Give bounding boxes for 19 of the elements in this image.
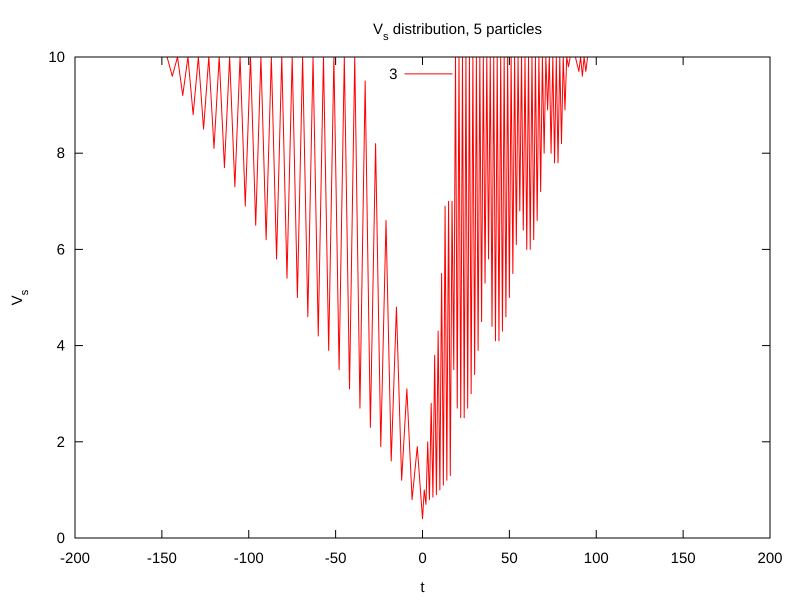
legend-label: 3 — [389, 66, 398, 83]
chart-title: V$_{s}$ distribution, 5 particles — [372, 21, 542, 43]
y-tick-label: 10 — [48, 49, 65, 66]
x-tick-label: -50 — [324, 550, 346, 567]
y-tick-label: 2 — [56, 434, 65, 451]
y-tick-label: 6 — [56, 241, 65, 258]
x-tick-label: 200 — [757, 550, 783, 567]
x-tick-label: 50 — [501, 550, 518, 567]
x-axis-title: t — [420, 579, 426, 596]
x-tick-label: -200 — [60, 550, 90, 567]
x-tick-label: -100 — [234, 550, 264, 567]
x-tick-label: -150 — [146, 550, 177, 567]
x-tick-label: 150 — [670, 550, 696, 567]
x-tick-label: 100 — [584, 550, 609, 567]
y-tick-label: 4 — [56, 338, 65, 355]
x-tick-label: 0 — [418, 550, 427, 567]
y-tick-label: 0 — [56, 530, 65, 547]
y-tick-label: 8 — [56, 145, 65, 162]
line-series — [166, 57, 590, 520]
